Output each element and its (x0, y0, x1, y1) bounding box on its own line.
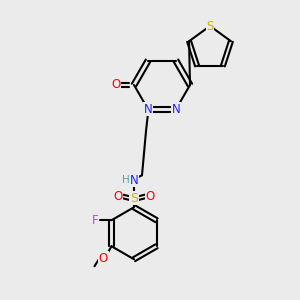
Text: H: H (122, 175, 130, 185)
Text: O: O (146, 190, 154, 203)
Text: N: N (130, 174, 138, 187)
Text: S: S (206, 20, 214, 32)
Text: N: N (172, 103, 180, 116)
Text: O: O (99, 252, 108, 265)
Text: O: O (111, 79, 121, 92)
Text: F: F (92, 214, 99, 227)
Text: O: O (113, 190, 123, 203)
Text: S: S (130, 192, 138, 205)
Text: N: N (144, 103, 152, 116)
